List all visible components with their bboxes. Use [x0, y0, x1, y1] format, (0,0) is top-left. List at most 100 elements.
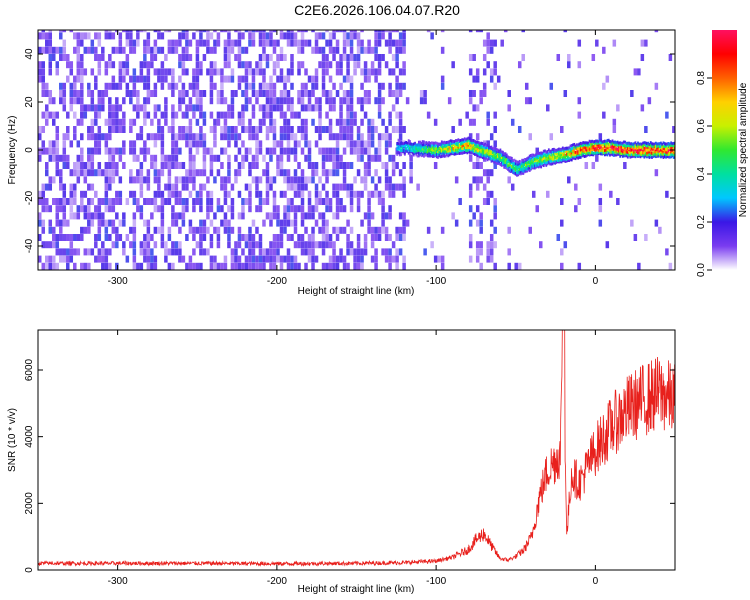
heatmap-cell	[475, 147, 478, 151]
heatmap-cell	[279, 162, 284, 169]
heatmap-cell	[227, 140, 231, 148]
heatmap-cell	[377, 133, 382, 141]
heatmap-cell	[476, 149, 479, 153]
heatmap-cell	[582, 141, 585, 145]
heatmap-cell	[445, 147, 448, 151]
heatmap-cell	[48, 205, 53, 213]
heatmap-cell	[402, 212, 406, 220]
heatmap-cell	[304, 68, 308, 76]
heatmap-cell	[396, 141, 399, 145]
heatmap-cell	[66, 111, 70, 119]
heatmap-cell	[405, 97, 410, 105]
heatmap-cell	[265, 61, 270, 69]
heatmap-cell	[143, 97, 147, 105]
heatmap-cell	[45, 198, 49, 205]
heatmap-cell	[495, 154, 498, 158]
heatmap-cell	[234, 90, 238, 97]
heatmap-cell	[104, 219, 109, 227]
heatmap-cell	[90, 133, 95, 141]
heatmap-cell	[181, 90, 186, 97]
heatmap-cell	[395, 75, 399, 83]
heatmap-cell	[69, 183, 74, 191]
heatmap-cell	[477, 146, 480, 150]
heatmap-cell	[45, 82, 49, 90]
heatmap-cell	[83, 104, 88, 112]
heatmap-cell	[670, 155, 673, 159]
heatmap-cell	[554, 159, 557, 163]
heatmap-cell	[69, 68, 74, 76]
heatmap-cell	[587, 143, 590, 147]
heatmap-cell	[202, 226, 207, 234]
heatmap-cell	[519, 170, 522, 174]
heatmap-cell	[360, 97, 364, 105]
heatmap-cell	[560, 219, 564, 227]
heatmap-cell	[195, 30, 200, 33]
heatmap-cell	[523, 166, 526, 170]
heatmap-cell	[192, 262, 196, 270]
heatmap-cell	[146, 183, 151, 191]
heatmap-cell	[500, 156, 503, 160]
heatmap-cell	[52, 234, 56, 241]
heatmap-cell	[188, 162, 193, 169]
heatmap-cell	[342, 255, 347, 263]
heatmap-cell	[577, 61, 582, 69]
heatmap-cell	[41, 262, 46, 270]
heatmap-cell	[174, 212, 179, 220]
heatmap-cell	[230, 39, 235, 47]
heatmap-cell	[414, 144, 416, 148]
heatmap-cell	[532, 155, 535, 159]
heatmap-cell	[535, 153, 537, 157]
heatmap-cell	[139, 75, 144, 83]
heatmap-cell	[578, 151, 581, 155]
heatmap-cell	[262, 198, 266, 205]
heatmap-cell	[640, 151, 643, 155]
heatmap-cell	[104, 176, 109, 184]
heatmap-cell	[370, 234, 375, 241]
heatmap-cell	[587, 141, 590, 145]
heatmap-cell	[230, 75, 235, 83]
heatmap-cell	[101, 198, 105, 205]
heatmap-cell	[52, 226, 56, 234]
heatmap-cell	[290, 111, 294, 119]
heatmap-cell	[328, 90, 333, 97]
heatmap-cell	[248, 39, 252, 47]
heatmap-cell	[223, 219, 228, 227]
heatmap-cell	[255, 226, 259, 234]
heatmap-cell	[522, 169, 525, 173]
heatmap-cell	[482, 169, 487, 177]
heatmap-cell	[349, 30, 354, 33]
heatmap-cell	[411, 144, 414, 148]
heatmap-cell	[195, 46, 200, 54]
heatmap-cell	[283, 176, 287, 184]
heatmap-cell	[597, 145, 600, 149]
heatmap-cell	[45, 183, 49, 191]
heatmap-cell	[52, 147, 56, 155]
heatmap-cell	[524, 163, 527, 167]
x-tick-label: 0	[593, 276, 599, 287]
heatmap-cell	[426, 30, 431, 33]
heatmap-cell	[314, 140, 319, 148]
heatmap-cell	[508, 158, 511, 162]
heatmap-cell	[227, 46, 231, 54]
heatmap-cell	[129, 118, 133, 126]
heatmap-cell	[237, 147, 242, 155]
heatmap-cell	[136, 198, 140, 205]
heatmap-cell	[623, 162, 627, 169]
heatmap-cell	[69, 61, 74, 69]
heatmap-cell	[276, 212, 280, 220]
heatmap-cell	[55, 147, 60, 155]
heatmap-cell	[388, 68, 392, 76]
heatmap-cell	[577, 198, 582, 205]
heatmap-cell	[160, 241, 165, 249]
heatmap-cell	[472, 146, 475, 150]
heatmap-cell	[143, 54, 147, 61]
heatmap-cell	[440, 154, 443, 158]
heatmap-cell	[573, 147, 576, 151]
heatmap-cell	[475, 150, 478, 154]
heatmap-cell	[530, 159, 532, 163]
heatmap-cell	[582, 146, 585, 150]
heatmap-cell	[80, 190, 84, 198]
heatmap-cell	[346, 111, 350, 119]
heatmap-cell	[479, 146, 481, 150]
